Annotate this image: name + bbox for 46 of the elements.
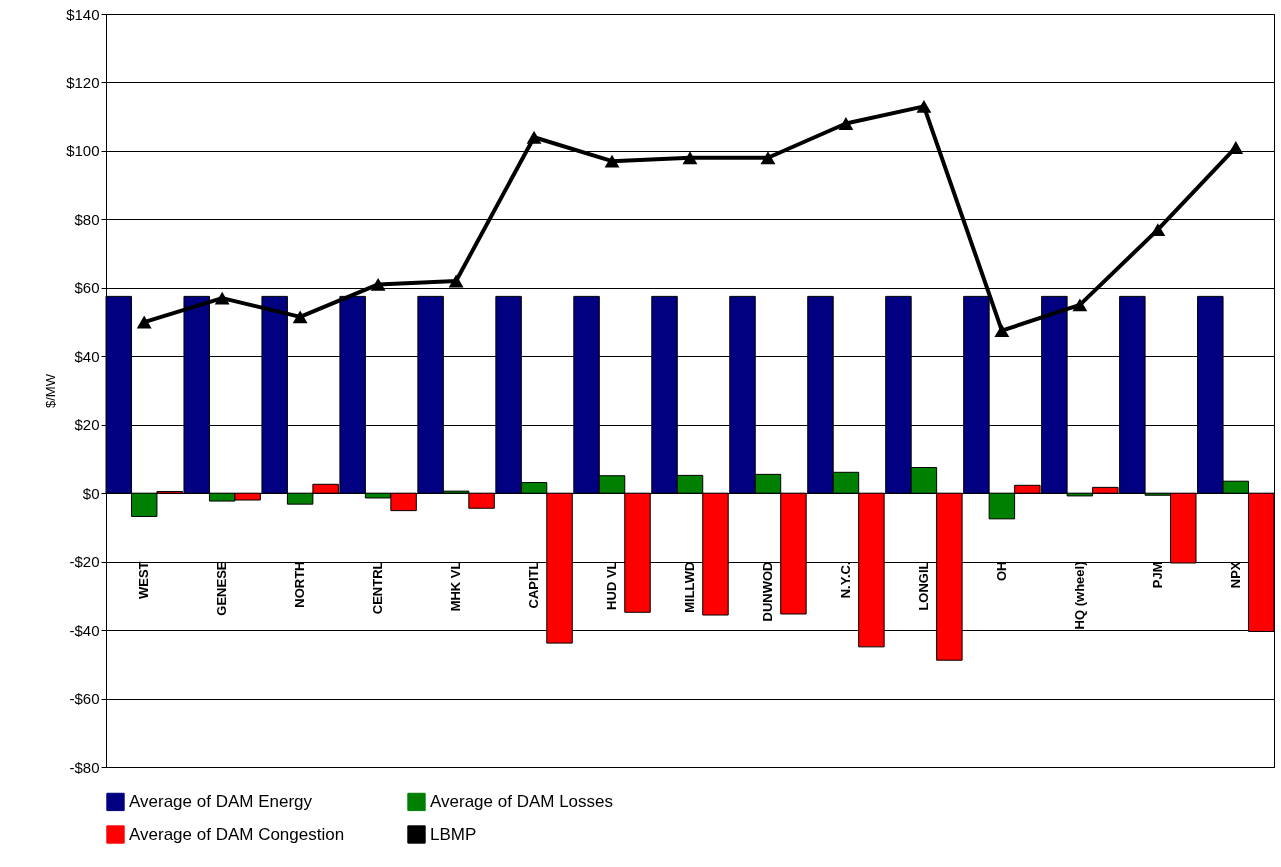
point — [682, 151, 698, 165]
point — [214, 291, 230, 305]
point — [448, 274, 464, 288]
point — [760, 151, 776, 165]
point — [916, 99, 932, 113]
point — [292, 310, 308, 324]
y-tick-label: $40 — [74, 347, 100, 365]
y-tick-label: $80 — [74, 210, 100, 228]
y-tick-label: $60 — [74, 279, 100, 297]
y-tick-label: -$40 — [69, 621, 100, 639]
legend-label: LBMP — [430, 824, 477, 844]
x-tick-label: DUNWOD — [759, 561, 775, 622]
x-tick-label: MHK VL — [448, 561, 464, 612]
point — [994, 324, 1010, 338]
x-tick-label: WEST — [136, 561, 152, 600]
y-tick-label: $120 — [66, 73, 100, 91]
point — [1150, 223, 1166, 237]
y-tick-label: $20 — [74, 416, 100, 434]
y-tick-label: $0 — [82, 484, 100, 502]
y-tick-label: -$20 — [69, 553, 100, 571]
x-tick-label: NORTH — [292, 561, 308, 608]
y-tick-label: $140 — [66, 5, 100, 23]
x-tick-label: LONGIL — [915, 561, 931, 611]
x-tick-label: HQ (wheel) — [1071, 561, 1087, 630]
y-tick-label: -$80 — [69, 758, 100, 776]
point — [838, 117, 854, 130]
point — [370, 277, 386, 291]
y-tick-label: -$60 — [69, 690, 100, 708]
point — [526, 130, 542, 144]
point — [1228, 141, 1244, 154]
point — [1072, 298, 1088, 312]
y-axis-title: $/MW — [43, 373, 59, 408]
point — [604, 154, 620, 168]
point — [136, 315, 152, 329]
legend-label: Average of DAM Losses — [430, 791, 613, 811]
x-tick-label: MILLWD — [682, 561, 697, 613]
x-tick-label: OH — [993, 561, 1009, 581]
legend-label: Average of DAM Congestion — [129, 824, 345, 844]
x-tick-label: GENESE — [214, 561, 230, 616]
x-tick-label: NPX — [1227, 561, 1243, 589]
legend-label: Average of DAM Energy — [129, 791, 313, 811]
x-tick-label: CAPITL — [526, 561, 542, 609]
x-tick-label: HUD VL — [604, 561, 620, 610]
x-tick-label: N.Y.C. — [837, 561, 853, 599]
y-tick-label: $100 — [66, 142, 100, 160]
x-tick-label: CENTRL — [370, 561, 386, 615]
